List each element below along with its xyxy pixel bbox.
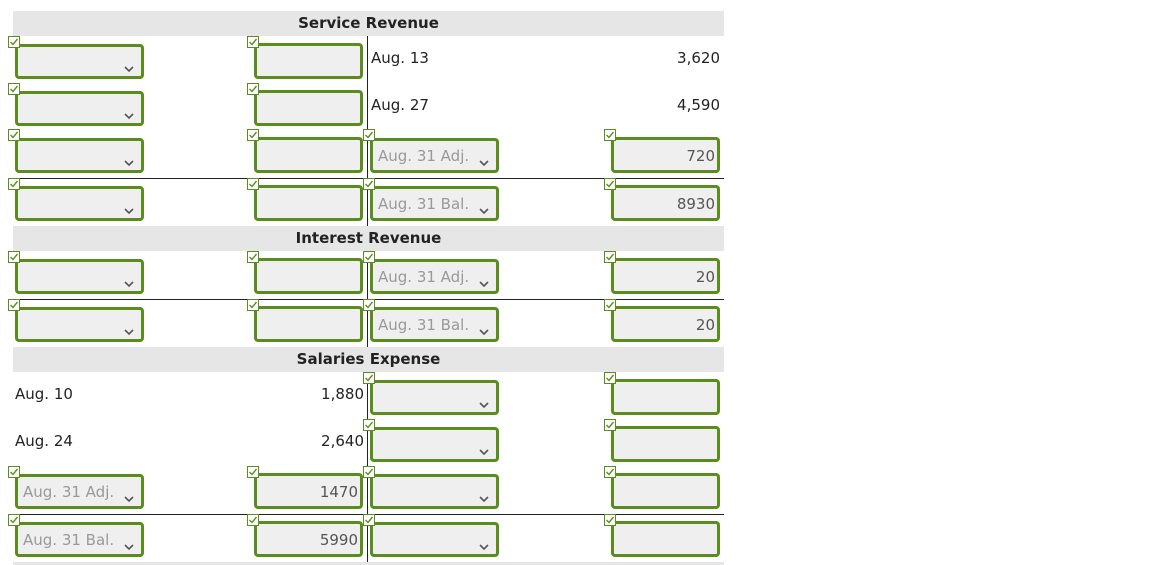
check-icon [363,251,375,263]
check-icon [604,299,616,311]
debit-date-select[interactable] [15,91,144,126]
debit-amount-input[interactable] [254,43,363,79]
credit-amount-input[interactable] [611,426,720,462]
chevron-down-icon [479,395,489,413]
debit-date-select[interactable] [15,44,144,79]
credit-amount-input[interactable] [611,521,720,557]
check-icon [247,299,259,311]
check-icon [8,466,20,478]
ledger-bottom [13,562,724,565]
debit-date-select[interactable] [15,307,144,342]
chevron-down-icon [124,59,134,77]
credit-date-select[interactable] [370,427,499,462]
chevron-down-icon [479,442,489,460]
account-title-interest-revenue: Interest Revenue [13,226,724,251]
check-icon [247,83,259,95]
check-icon [8,178,20,190]
check-icon [247,251,259,263]
credit-amount-input[interactable]: 20 [611,258,720,294]
credit-date-select[interactable] [370,522,499,557]
account-title-service-revenue: Service Revenue [13,11,724,36]
chevron-down-icon [124,201,134,219]
debit-amount-input[interactable]: 5990 [254,521,363,557]
check-icon [363,419,375,431]
check-icon [363,299,375,311]
debit-amount: 1,880 [321,385,364,403]
credit-amount-input[interactable] [611,473,720,509]
credit-date-select[interactable] [370,474,499,509]
debit-date-select[interactable]: Aug. 31 Bal. [15,522,144,557]
credit-date-select[interactable]: Aug. 31 Adj. [370,259,499,294]
debit-date-select[interactable] [15,138,144,173]
check-icon [604,129,616,141]
chevron-down-icon [479,489,489,507]
check-icon [604,466,616,478]
chevron-down-icon [479,322,489,340]
debit-amount-input[interactable]: 1470 [254,473,363,509]
check-icon [8,299,20,311]
credit-amount-input[interactable]: 20 [611,306,720,342]
check-icon [247,36,259,48]
chevron-down-icon [479,274,489,292]
check-icon [604,251,616,263]
credit-date-select[interactable]: Aug. 31 Bal. [370,307,499,342]
check-icon [363,372,375,384]
debit-date-select[interactable] [15,186,144,221]
check-icon [8,514,20,526]
check-icon [8,83,20,95]
check-icon [604,178,616,190]
credit-date-select[interactable]: Aug. 31 Bal. [370,186,499,221]
debit-amount: 2,640 [321,432,364,450]
credit-amount-input[interactable]: 720 [611,137,720,173]
check-icon [247,178,259,190]
debit-date: Aug. 10 [15,385,73,403]
credit-amount-input[interactable]: 8930 [611,185,720,221]
check-icon [247,466,259,478]
chevron-down-icon [479,537,489,555]
check-icon [363,514,375,526]
debit-date-select[interactable] [15,259,144,294]
chevron-down-icon [124,489,134,507]
chevron-down-icon [124,106,134,124]
check-icon [604,514,616,526]
check-icon [604,372,616,384]
debit-amount-input[interactable] [254,90,363,126]
credit-date-select[interactable] [370,380,499,415]
chevron-down-icon [479,153,489,171]
credit-amount: 3,620 [677,49,720,67]
credit-amount: 4,590 [677,96,720,114]
check-icon [247,514,259,526]
check-icon [363,129,375,141]
chevron-down-icon [124,322,134,340]
credit-amount-input[interactable] [611,379,720,415]
credit-date: Aug. 27 [371,96,429,114]
chevron-down-icon [124,274,134,292]
check-icon [604,419,616,431]
chevron-down-icon [124,537,134,555]
check-icon [363,178,375,190]
credit-date-select[interactable]: Aug. 31 Adj. [370,138,499,173]
account-title-salaries-expense: Salaries Expense [13,347,724,372]
debit-amount-input[interactable] [254,258,363,294]
check-icon [8,129,20,141]
check-icon [8,36,20,48]
debit-amount-input[interactable] [254,185,363,221]
check-icon [8,251,20,263]
check-icon [247,129,259,141]
credit-date: Aug. 13 [371,49,429,67]
chevron-down-icon [479,201,489,219]
debit-date-select[interactable]: Aug. 31 Adj. [15,474,144,509]
debit-date: Aug. 24 [15,432,73,450]
chevron-down-icon [124,153,134,171]
check-icon [363,466,375,478]
debit-amount-input[interactable] [254,306,363,342]
debit-amount-input[interactable] [254,137,363,173]
